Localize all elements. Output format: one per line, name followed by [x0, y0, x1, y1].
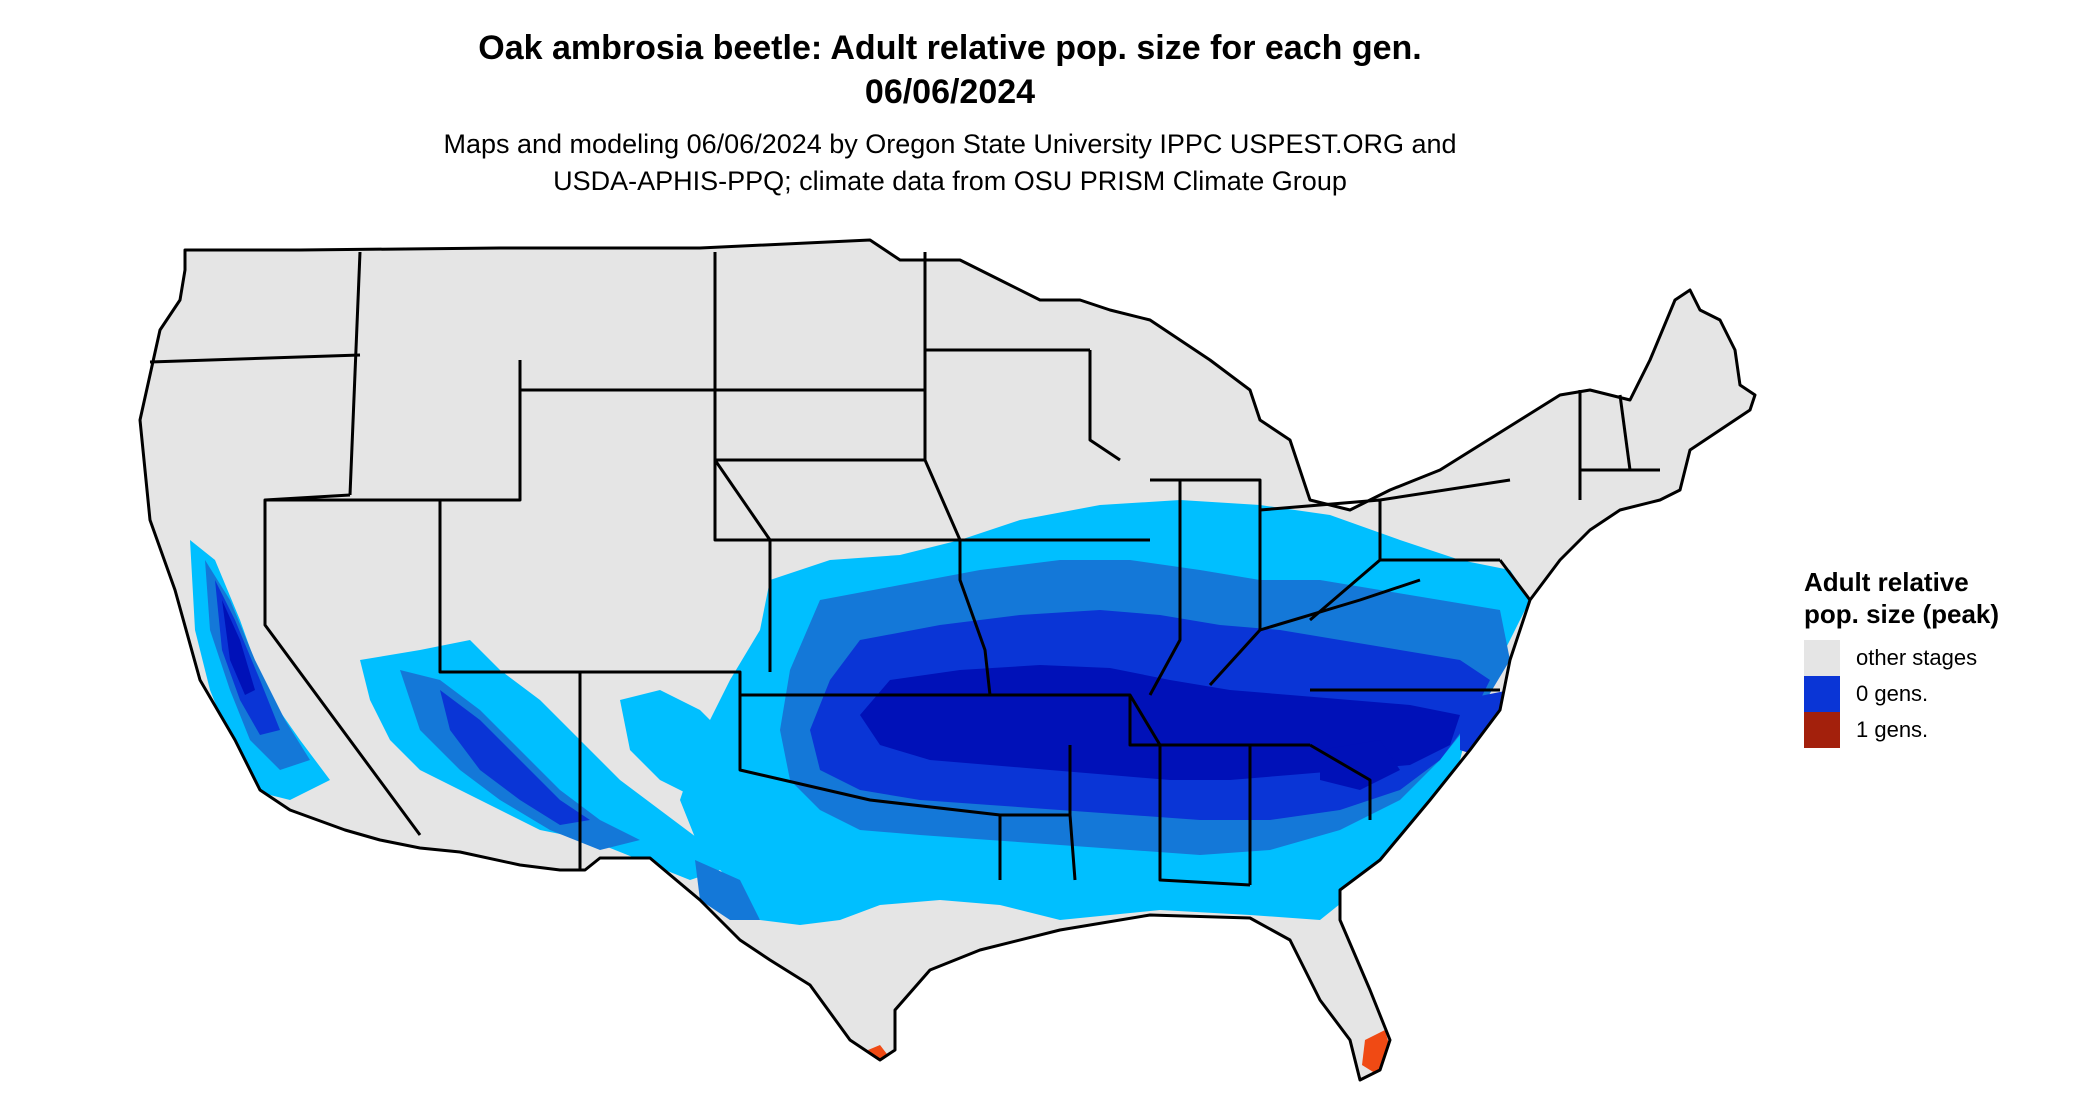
legend-item-1-gens: 1 gens.: [1804, 712, 2094, 748]
legend-swatch-1-gens: [1804, 712, 1840, 748]
us-map-svg: [138, 238, 1757, 1082]
legend-label: 0 gens.: [1856, 681, 1929, 706]
legend-item-other-stages: other stages: [1804, 640, 2094, 676]
legend-item-0-gens: 0 gens.: [1804, 676, 2094, 712]
subtitle-line-1: Maps and modeling 06/06/2024 by Oregon S…: [443, 129, 1457, 159]
legend-label: 1 gens.: [1856, 717, 1929, 742]
legend-list: other stages 0 gens. 1 gens.: [1804, 640, 2094, 748]
legend: Adult relative pop. size (peak) other st…: [1804, 566, 2094, 748]
us-map: [120, 230, 1770, 1110]
zone-one-gen: [868, 1030, 1392, 1075]
map-subtitle: Maps and modeling 06/06/2024 by Oregon S…: [0, 126, 1900, 200]
legend-title: Adult relative pop. size (peak): [1804, 567, 2000, 629]
title-line-2: 06/06/2024: [864, 73, 1036, 111]
legend-swatch-0-gens: [1804, 676, 1840, 712]
legend-swatch-other-stages: [1804, 640, 1840, 676]
title-line-1: Oak ambrosia beetle: Adult relative pop.…: [478, 29, 1422, 67]
map-title: Oak ambrosia beetle: Adult relative pop.…: [0, 26, 1900, 114]
legend-label: other stages: [1856, 645, 1978, 670]
subtitle-line-2: USDA-APHIS-PPQ; climate data from OSU PR…: [553, 166, 1347, 196]
state-borders: [138, 238, 1757, 1082]
